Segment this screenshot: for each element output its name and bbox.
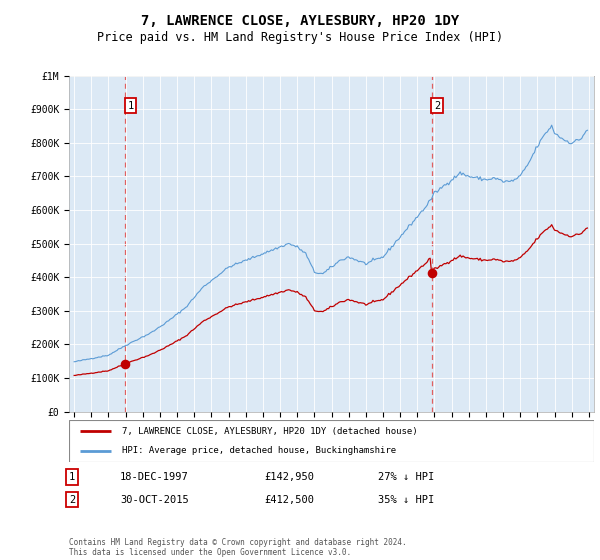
Text: Contains HM Land Registry data © Crown copyright and database right 2024.
This d: Contains HM Land Registry data © Crown c… [69,538,407,557]
Text: 35% ↓ HPI: 35% ↓ HPI [378,494,434,505]
Text: 30-OCT-2015: 30-OCT-2015 [120,494,189,505]
Text: 7, LAWRENCE CLOSE, AYLESBURY, HP20 1DY (detached house): 7, LAWRENCE CLOSE, AYLESBURY, HP20 1DY (… [121,427,417,436]
Text: 27% ↓ HPI: 27% ↓ HPI [378,472,434,482]
Text: £142,950: £142,950 [264,472,314,482]
Text: HPI: Average price, detached house, Buckinghamshire: HPI: Average price, detached house, Buck… [121,446,395,455]
Point [120,359,130,368]
Point [427,269,436,278]
Text: 1: 1 [128,101,134,111]
Text: 2: 2 [434,101,440,111]
Text: 1: 1 [69,472,75,482]
Text: 2: 2 [69,494,75,505]
Text: Price paid vs. HM Land Registry's House Price Index (HPI): Price paid vs. HM Land Registry's House … [97,31,503,44]
Text: £412,500: £412,500 [264,494,314,505]
Text: 7, LAWRENCE CLOSE, AYLESBURY, HP20 1DY: 7, LAWRENCE CLOSE, AYLESBURY, HP20 1DY [141,14,459,28]
Text: 18-DEC-1997: 18-DEC-1997 [120,472,189,482]
